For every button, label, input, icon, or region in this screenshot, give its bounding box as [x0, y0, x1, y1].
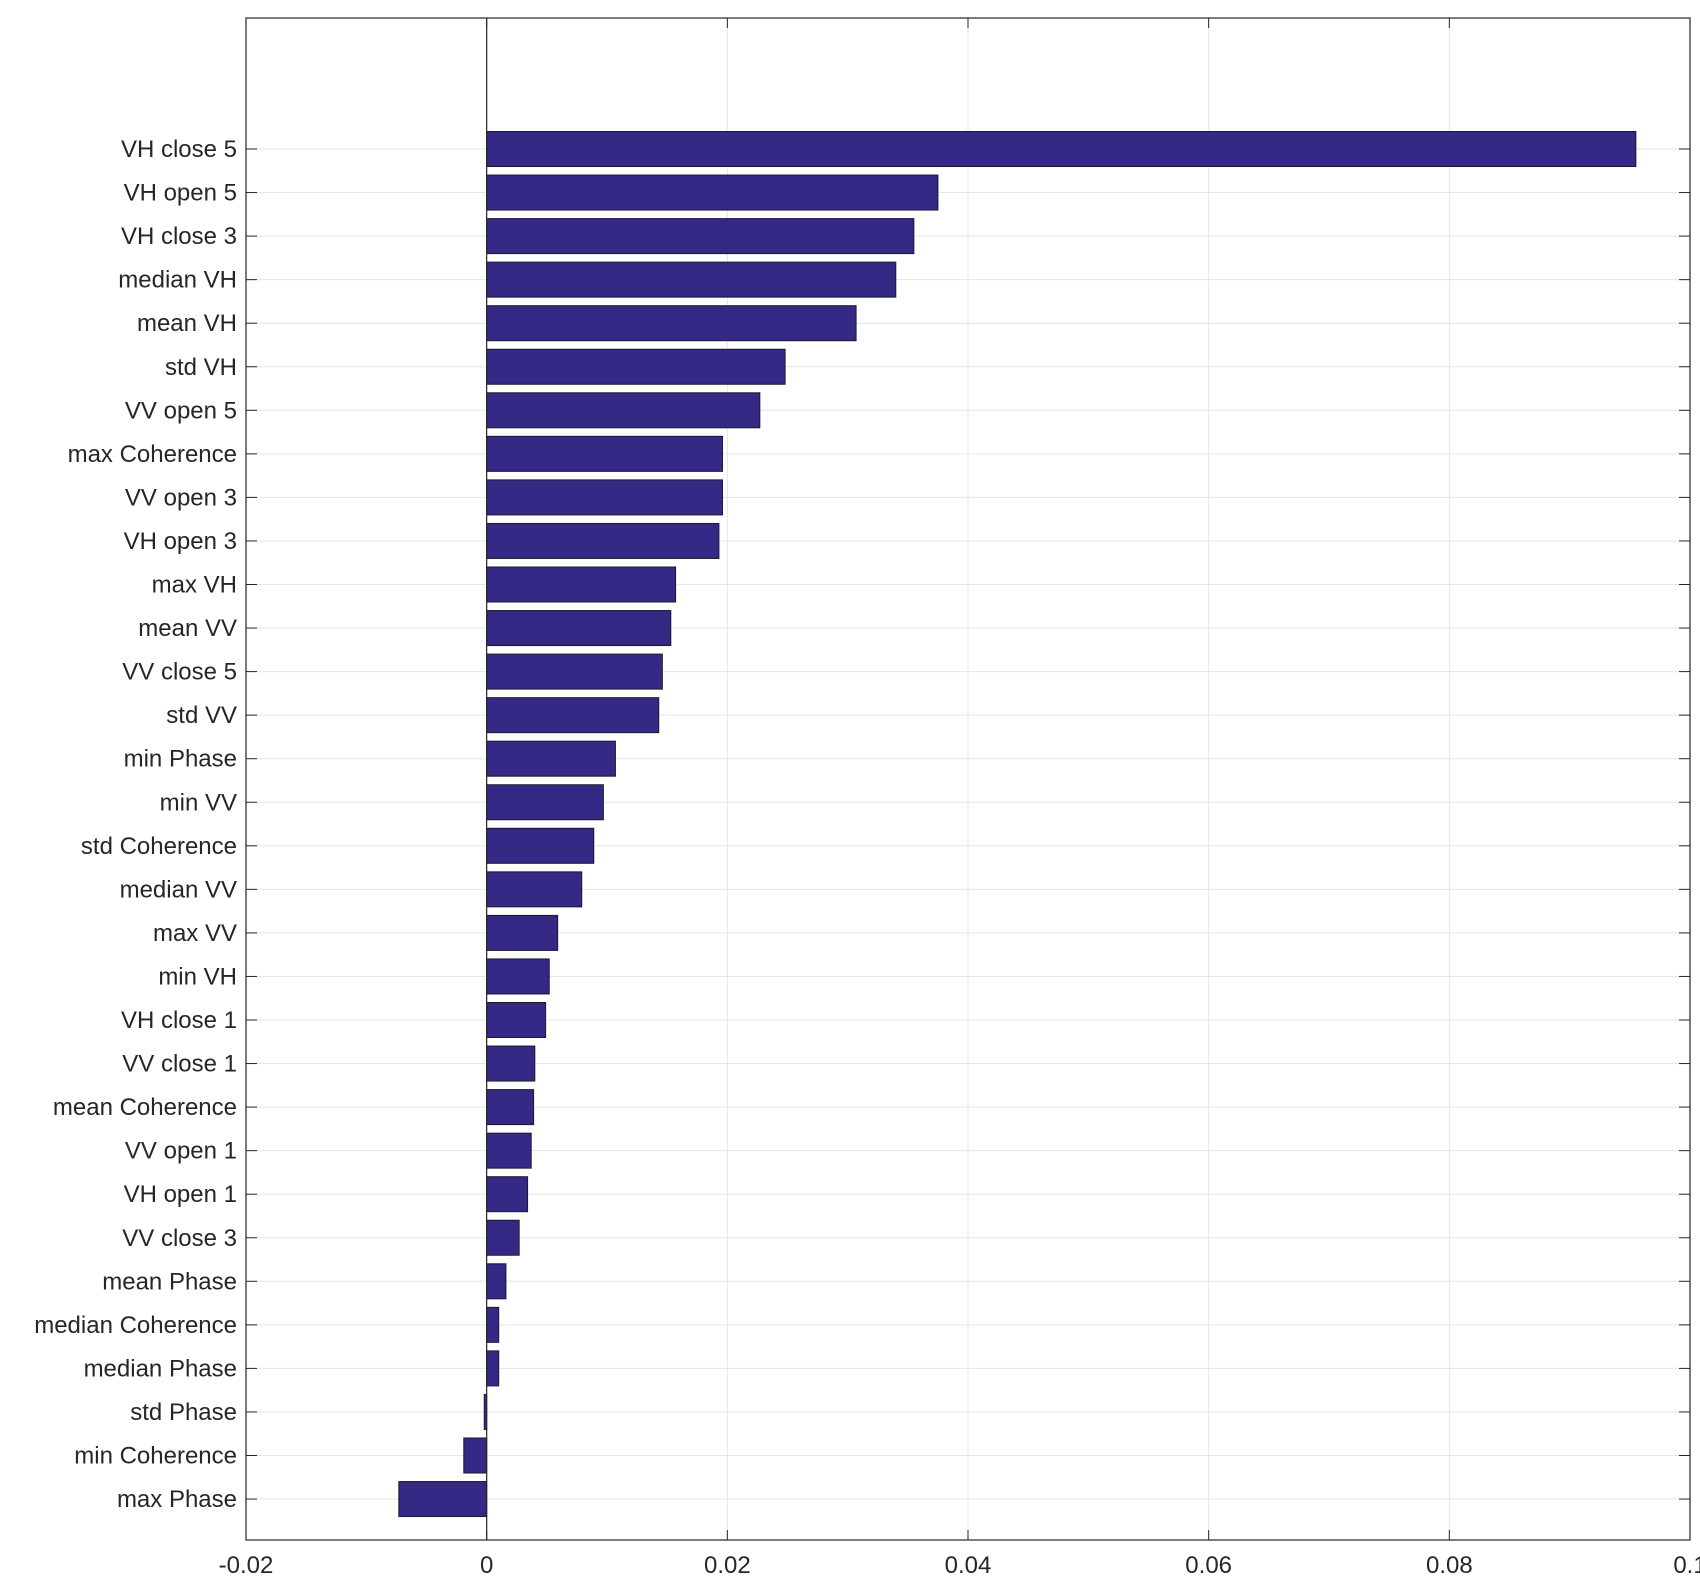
y-tick-label: VH close 1: [121, 1007, 237, 1034]
bar: [486, 435, 724, 472]
bar: [486, 174, 939, 211]
y-tick-label: VV close 3: [122, 1225, 237, 1252]
y-tick-label: max VV: [153, 920, 237, 947]
bar: [486, 784, 604, 821]
bar: [486, 697, 660, 734]
bar: [486, 914, 559, 951]
y-tick-label: mean VH: [137, 310, 237, 337]
bar: [486, 479, 724, 516]
bar: [486, 871, 583, 908]
bar: [486, 1132, 532, 1169]
x-tick-label: 0.1: [1673, 1552, 1700, 1579]
bar: [463, 1437, 488, 1474]
x-tick-label: 0.08: [1426, 1552, 1473, 1579]
bar: [486, 1089, 535, 1126]
x-tick-label: 0: [480, 1552, 493, 1579]
tick-labels: -0.02 0 0.02 0.04 0.06 0.08 0.1 VH close 5 VH op…: [34, 136, 1700, 1579]
bar: [486, 1306, 500, 1343]
y-tick-label: std VV: [166, 702, 237, 729]
y-tick-label: VV close 1: [122, 1051, 237, 1078]
bar: [486, 740, 616, 777]
y-tick-label: max Phase: [117, 1486, 237, 1513]
y-tick-label: VV open 3: [125, 484, 237, 511]
axes: [245, 17, 1691, 1541]
y-tick-label: VH open 3: [124, 528, 237, 555]
y-tick-label: VH close 3: [121, 223, 237, 250]
y-tick-label: min Phase: [124, 746, 237, 773]
bar: [486, 218, 915, 255]
y-tick-label: VV open 5: [125, 397, 237, 424]
y-tick-label: VH open 5: [124, 180, 237, 207]
y-tick-label: std Coherence: [81, 833, 237, 860]
x-tick-label: 0.04: [945, 1552, 992, 1579]
y-tick-label: std Phase: [130, 1399, 237, 1426]
bar: [486, 1263, 507, 1300]
y-tick-label: max VH: [152, 572, 237, 599]
y-tick-label: VV close 5: [122, 659, 237, 686]
bar: [486, 348, 786, 385]
bar: [486, 653, 663, 690]
x-tick-label: 0.06: [1185, 1552, 1232, 1579]
bar: [486, 1219, 520, 1256]
y-tick-label: std VH: [165, 354, 237, 381]
x-tick-label: -0.02: [219, 1552, 274, 1579]
y-tick-label: VH open 1: [124, 1181, 237, 1208]
y-tick-label: median VV: [120, 876, 237, 903]
bar: [486, 131, 1637, 167]
y-tick-label: min VV: [160, 789, 237, 816]
bar: [486, 522, 720, 559]
bar: [486, 261, 897, 298]
y-tick-label: VH close 5: [121, 136, 237, 163]
y-tick-label: mean VV: [138, 615, 237, 642]
bar: [398, 1481, 488, 1518]
y-tick-label: median VH: [118, 267, 237, 294]
y-tick-label: min VH: [158, 963, 237, 990]
y-tick-label: mean Coherence: [53, 1094, 237, 1121]
bar: [486, 958, 550, 995]
y-tick-label: VV open 1: [125, 1138, 237, 1165]
y-tick-label: min Coherence: [74, 1443, 237, 1470]
y-tick-label: mean Phase: [102, 1268, 237, 1295]
bar: [486, 1176, 529, 1213]
bar: [486, 1002, 547, 1038]
x-tick-label: 0.02: [704, 1552, 751, 1579]
bars: [398, 131, 1637, 1518]
y-tick-label: median Coherence: [34, 1312, 237, 1339]
y-tick-label: max Coherence: [68, 441, 237, 468]
bar: [486, 1045, 536, 1082]
bar: [486, 566, 677, 603]
bar: [486, 827, 595, 864]
bar: [486, 392, 761, 429]
bar: [486, 610, 672, 647]
bar: [486, 1350, 500, 1387]
y-tick-label: median Phase: [84, 1355, 237, 1382]
bar: [486, 305, 857, 342]
